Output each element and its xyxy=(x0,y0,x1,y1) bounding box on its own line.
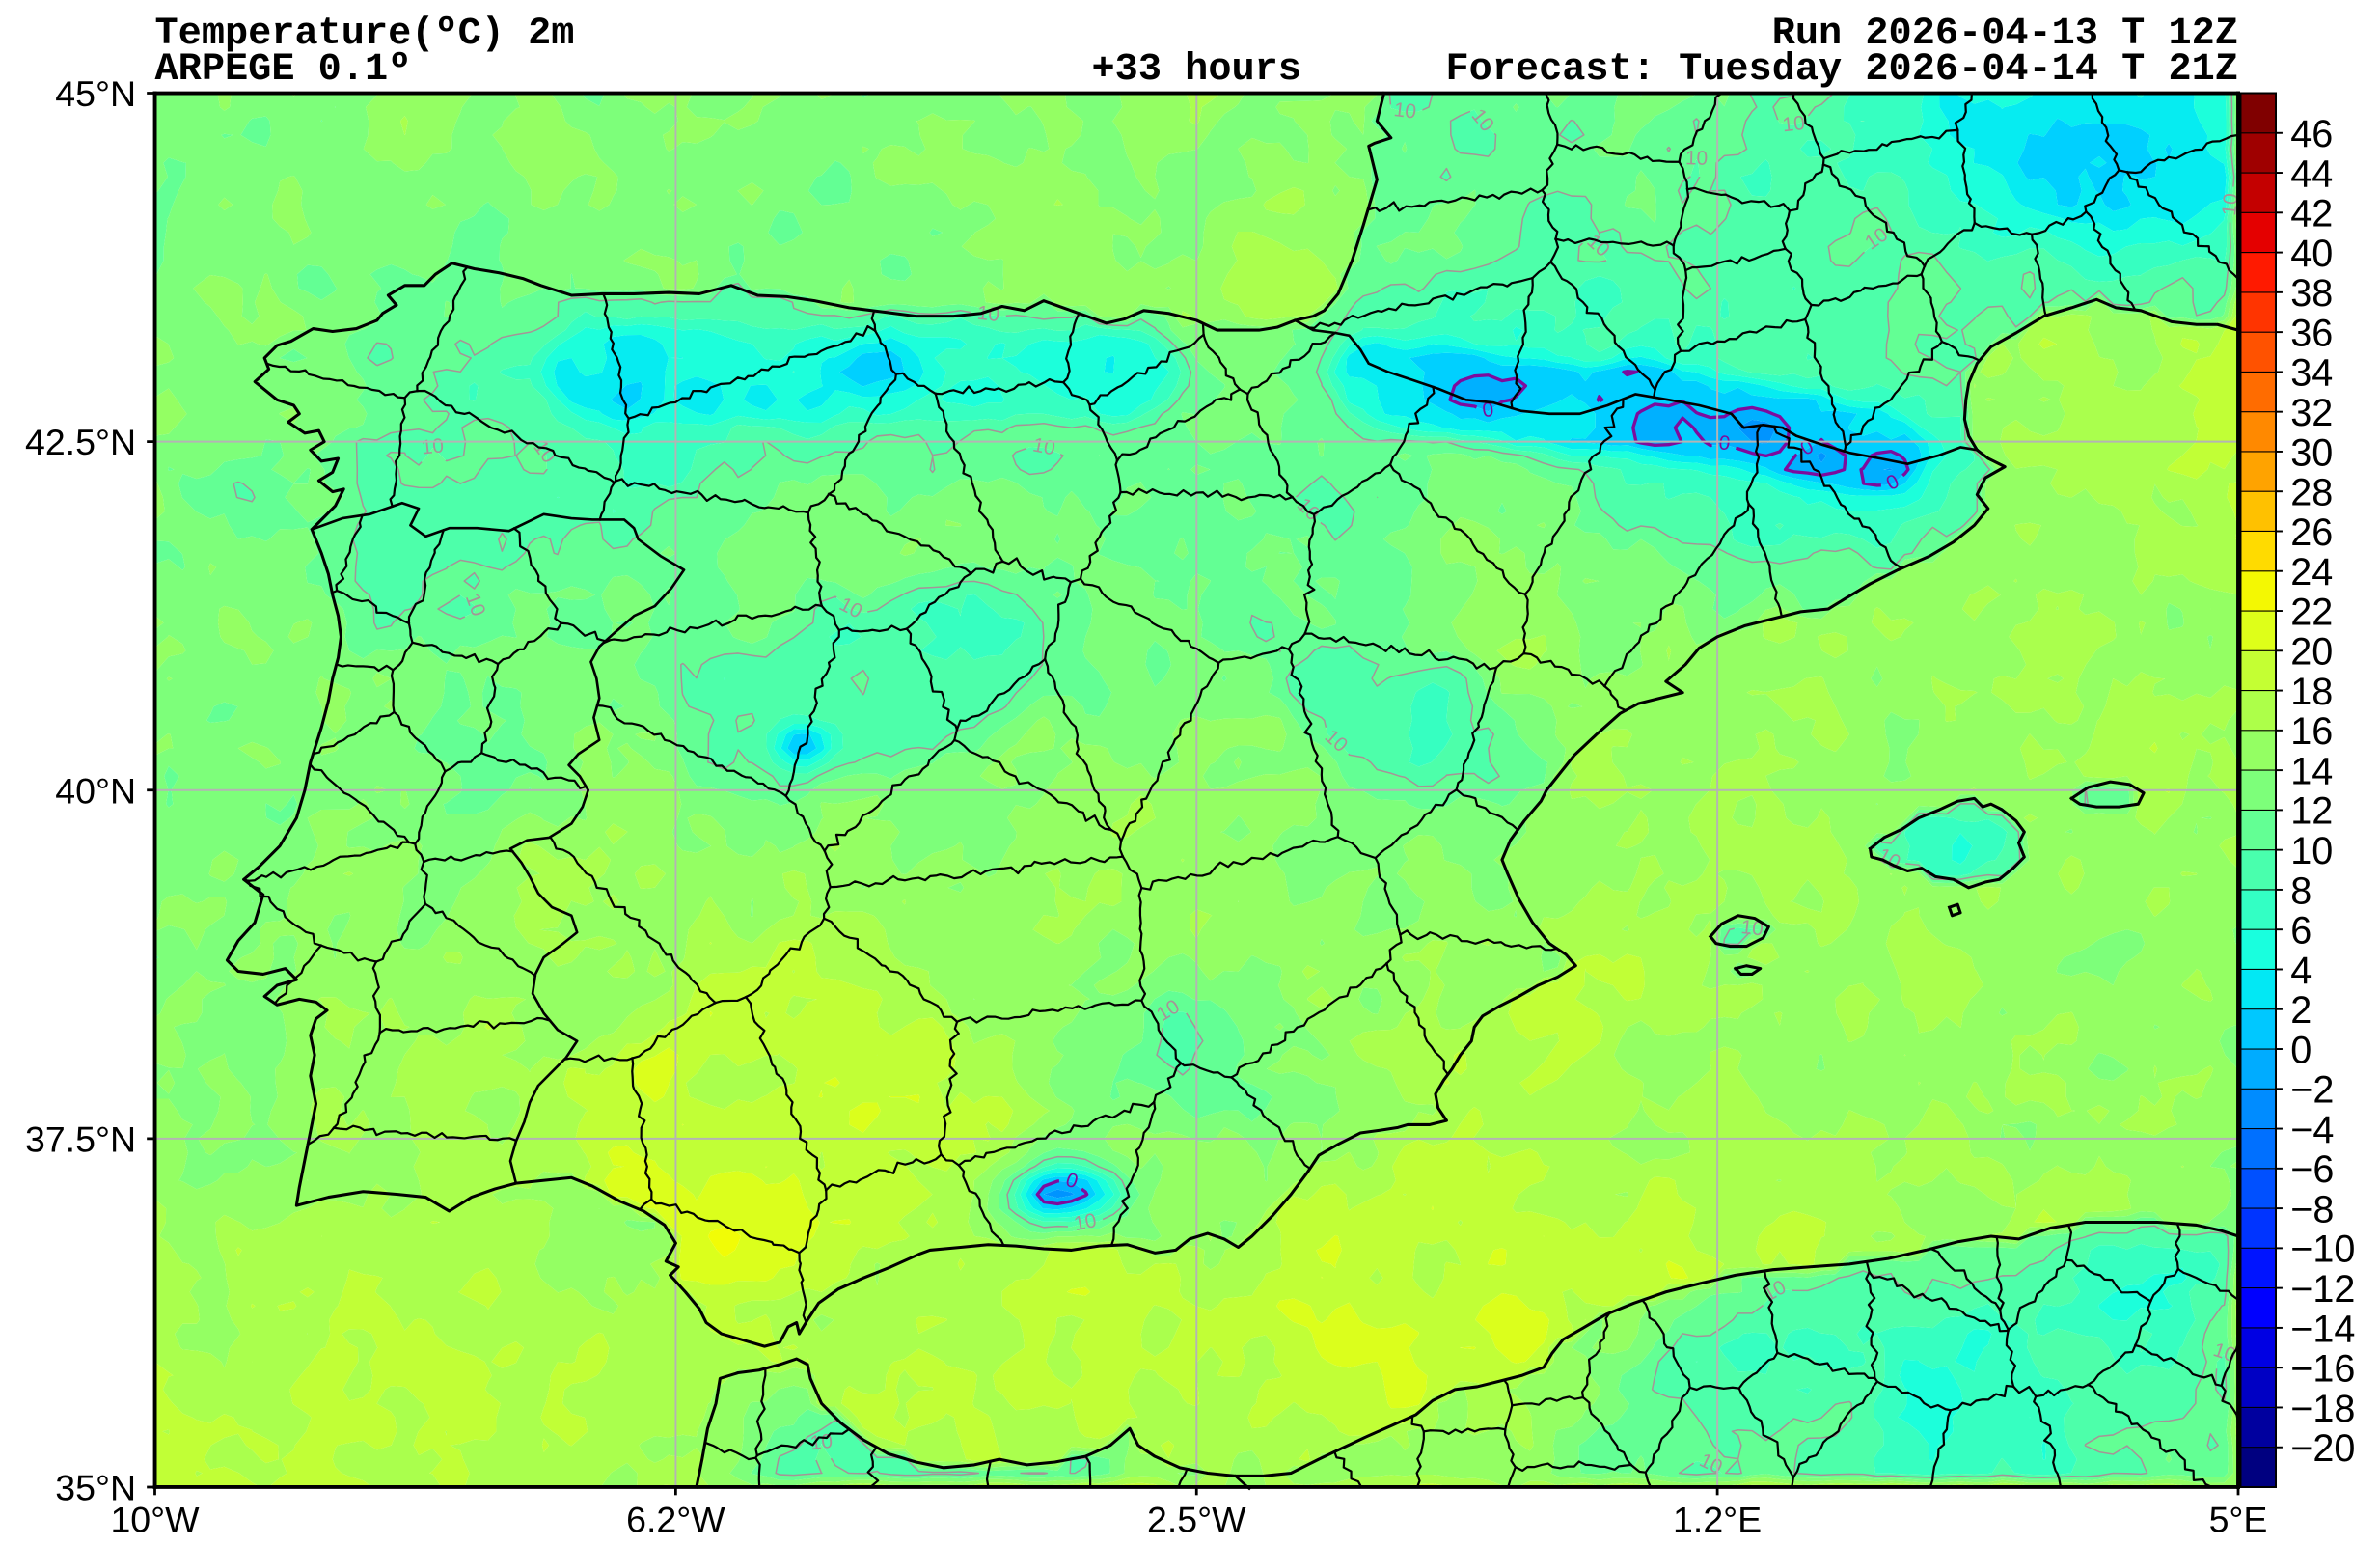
svg-text:−6: −6 xyxy=(2290,1148,2334,1191)
svg-text:4: 4 xyxy=(2290,950,2312,992)
svg-text:−8: −8 xyxy=(2290,1188,2334,1230)
svg-text:20: 20 xyxy=(2290,631,2333,674)
svg-text:10: 10 xyxy=(1739,916,1764,940)
svg-text:32: 32 xyxy=(2290,392,2333,434)
svg-text:−18: −18 xyxy=(2290,1388,2355,1430)
svg-text:−16: −16 xyxy=(2290,1348,2355,1391)
svg-text:16: 16 xyxy=(2290,710,2333,753)
svg-text:10°W: 10°W xyxy=(110,1500,200,1540)
svg-text:10: 10 xyxy=(1031,433,1057,459)
svg-text:36: 36 xyxy=(2290,312,2333,354)
svg-text:10: 10 xyxy=(2290,830,2333,872)
svg-text:−14: −14 xyxy=(2290,1308,2355,1350)
svg-text:46: 46 xyxy=(2290,113,2333,155)
svg-text:0: 0 xyxy=(2290,1029,2312,1071)
svg-text:38: 38 xyxy=(2290,272,2333,315)
svg-text:Forecast: Tuesday 2026-04-14 T: Forecast: Tuesday 2026-04-14 T 21Z xyxy=(1445,47,2238,92)
svg-text:40: 40 xyxy=(2290,233,2333,275)
svg-text:26: 26 xyxy=(2290,511,2333,554)
svg-text:12: 12 xyxy=(2290,790,2333,833)
svg-text:5°E: 5°E xyxy=(2209,1500,2268,1540)
svg-text:6: 6 xyxy=(2290,910,2312,952)
svg-text:+33 hours: +33 hours xyxy=(1092,47,1301,92)
svg-text:0: 0 xyxy=(1481,399,1495,422)
svg-text:30: 30 xyxy=(2290,431,2333,474)
svg-text:10: 10 xyxy=(1072,1209,1098,1235)
svg-text:−4: −4 xyxy=(2290,1109,2334,1151)
svg-text:18: 18 xyxy=(2290,671,2333,713)
svg-text:37.5°N: 37.5°N xyxy=(25,1118,136,1159)
svg-text:−10: −10 xyxy=(2290,1229,2355,1271)
svg-text:2.5°W: 2.5°W xyxy=(1147,1500,1246,1540)
svg-text:1.2°E: 1.2°E xyxy=(1673,1500,1762,1540)
svg-text:−12: −12 xyxy=(2290,1268,2355,1311)
svg-text:35°N: 35°N xyxy=(55,1468,136,1508)
svg-text:6.2°W: 6.2°W xyxy=(626,1500,725,1540)
svg-text:2: 2 xyxy=(2290,989,2312,1032)
svg-text:0: 0 xyxy=(1717,431,1731,455)
svg-text:44: 44 xyxy=(2290,152,2333,195)
svg-text:Run 2026-04-13 T 12Z: Run 2026-04-13 T 12Z xyxy=(1772,12,2238,56)
svg-text:8: 8 xyxy=(2290,870,2312,912)
svg-text:10: 10 xyxy=(421,434,445,458)
svg-text:10: 10 xyxy=(1685,147,1709,170)
svg-text:28: 28 xyxy=(2290,472,2333,514)
svg-text:Temperature(ºC) 2m: Temperature(ºC) 2m xyxy=(155,12,575,56)
svg-text:40°N: 40°N xyxy=(55,770,136,811)
svg-text:34: 34 xyxy=(2290,352,2333,395)
svg-text:10: 10 xyxy=(1781,112,1805,136)
svg-text:10: 10 xyxy=(1392,98,1417,124)
svg-text:24: 24 xyxy=(2290,551,2333,594)
svg-text:−20: −20 xyxy=(2290,1427,2355,1470)
svg-text:ARPEGE 0.1º: ARPEGE 0.1º xyxy=(155,47,412,92)
svg-text:14: 14 xyxy=(2290,750,2333,792)
svg-text:−2: −2 xyxy=(2290,1069,2334,1112)
svg-text:45°N: 45°N xyxy=(55,73,136,114)
svg-text:22: 22 xyxy=(2290,591,2333,633)
svg-text:42: 42 xyxy=(2290,193,2333,235)
svg-text:42.5°N: 42.5°N xyxy=(25,422,136,462)
